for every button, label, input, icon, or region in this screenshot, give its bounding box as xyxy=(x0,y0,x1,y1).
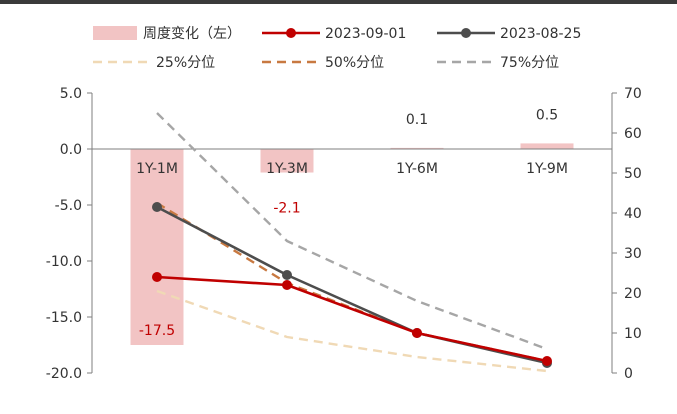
right-axis-tick-label: 40 xyxy=(624,206,642,222)
bar-1y-1m xyxy=(130,149,184,345)
right-axis-tick-label: 70 xyxy=(624,86,642,102)
lines-layer xyxy=(152,112,552,373)
bar-data-label: -17.5 xyxy=(139,323,175,339)
category-label: 1Y-6M xyxy=(396,161,438,177)
legend-layer: 周度变化（左） 2023-09-01 2023-08-25 25%分位 50%分位 75%… xyxy=(93,26,581,71)
bars-layer xyxy=(130,143,574,345)
series-1-point xyxy=(152,202,162,212)
right-axis-tick-label: 50 xyxy=(624,166,642,182)
bar-1y-3m xyxy=(260,149,314,173)
series-1-point xyxy=(282,270,292,280)
bar-1y-9m xyxy=(520,143,574,149)
top-rule xyxy=(0,0,677,4)
series-0-point xyxy=(542,356,552,366)
series-0-point xyxy=(282,280,292,290)
legend-label: 50%分位 xyxy=(325,55,384,71)
left-axis-tick-label: -15.0 xyxy=(46,310,82,326)
labels-layer: -17.5 -2.1 0.1 0.5 xyxy=(139,107,558,339)
right-axis-tick-label: 60 xyxy=(624,126,642,142)
left-axis-tick-label: -10.0 xyxy=(46,254,82,270)
right-axis-tick-label: 0 xyxy=(624,366,633,382)
axes-layer: 5.0 0.0 -5.0 -10.0 -15.0 -20.0 70 60 50 40 30 20 10 0… xyxy=(46,86,642,382)
left-axis-tick-label: -5.0 xyxy=(55,198,82,214)
left-axis-tick-label: 5.0 xyxy=(60,86,82,102)
right-axis-tick-label: 20 xyxy=(624,286,642,302)
series-line-3 xyxy=(156,201,548,363)
legend-marker-1 xyxy=(461,28,471,38)
series-0-point xyxy=(152,272,162,282)
legend-label: 2023-09-01 xyxy=(325,26,406,42)
series-0-point xyxy=(412,328,422,338)
bar-1y-6m xyxy=(390,147,444,149)
left-axis-tick-label: 0.0 xyxy=(60,142,82,158)
legend-label: 2023-08-25 xyxy=(500,26,581,42)
legend-label: 25%分位 xyxy=(156,55,215,71)
series-line-4 xyxy=(156,112,548,351)
series-line-2 xyxy=(156,289,548,373)
category-label: 1Y-3M xyxy=(266,161,308,177)
series-line-0 xyxy=(156,275,548,363)
bar-data-label: -2.1 xyxy=(273,201,300,217)
category-label: 1Y-9M xyxy=(526,161,568,177)
left-axis-tick-label: -20.0 xyxy=(46,366,82,382)
legend-marker-0 xyxy=(286,28,296,38)
legend-bar-swatch xyxy=(93,26,137,40)
right-axis-tick-label: 10 xyxy=(624,326,642,342)
legend-label: 75%分位 xyxy=(500,55,559,71)
series-line-1 xyxy=(156,205,548,365)
bar-data-label: 0.5 xyxy=(536,107,558,123)
right-axis-tick-label: 30 xyxy=(624,246,642,262)
category-label: 1Y-1M xyxy=(136,161,178,177)
top-rule-layer xyxy=(0,0,677,4)
bar-data-label: 0.1 xyxy=(406,112,428,128)
legend-label: 周度变化（左） xyxy=(143,26,241,42)
